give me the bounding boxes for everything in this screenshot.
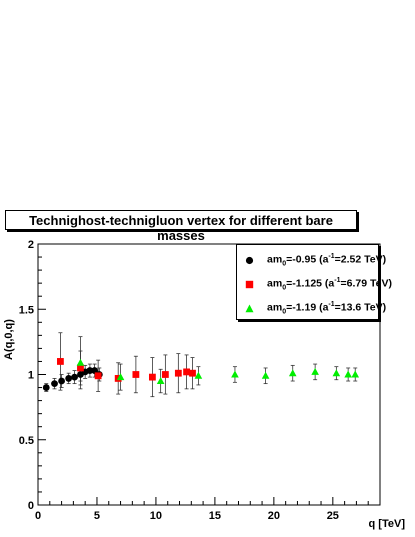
- data-point-series-3: [261, 371, 270, 379]
- square-marker-icon: [245, 280, 254, 289]
- data-point-series-3: [156, 377, 165, 385]
- data-point-series-3: [76, 358, 85, 366]
- data-point-series-3: [344, 370, 352, 378]
- data-points: [42, 358, 360, 391]
- triangle-marker-icon: [245, 304, 254, 313]
- x-tick-label: 5: [94, 510, 100, 522]
- data-point-series-1: [51, 380, 58, 388]
- x-tick-label: 10: [150, 510, 162, 522]
- data-point-series-2: [77, 364, 84, 372]
- data-point-series-2: [189, 369, 196, 377]
- y-tick-label: 0: [28, 500, 34, 512]
- data-point-series-3: [351, 370, 360, 378]
- data-point-series-2: [183, 368, 190, 376]
- legend: am0=-0.95 (a-1=2.52 TeV) am0=-1.125 (a-1…: [236, 244, 392, 320]
- legend-label-series-3: am0=-1.19 (a-1=13.6 TeV): [267, 301, 387, 316]
- data-point-series-2: [57, 358, 64, 365]
- y-tick-label: 1.5: [19, 304, 34, 316]
- data-point-series-2: [132, 371, 140, 378]
- x-tick-label: 25: [327, 510, 339, 522]
- data-point-series-2: [174, 369, 182, 377]
- data-point-series-1: [65, 375, 73, 382]
- y-axis-label: A(q,0,q): [3, 319, 15, 360]
- y-tick-label: 2: [28, 239, 34, 251]
- data-point-series-3: [231, 370, 239, 378]
- legend-entry-series-1: am0=-0.95 (a-1=2.52 TeV): [237, 251, 386, 269]
- legend-entry-series-2: am0=-1.125 (a-1=6.79 TeV): [237, 275, 392, 293]
- data-point-series-1: [71, 373, 78, 381]
- x-tick-label: 15: [209, 510, 221, 522]
- data-point-series-3: [116, 373, 125, 381]
- data-point-series-1: [42, 384, 50, 391]
- legend-label-series-1: am0=-0.95 (a-1=2.52 TeV): [267, 253, 387, 268]
- error-bars: [44, 332, 358, 398]
- x-axis-label: q [TeV]: [368, 518, 405, 530]
- chart-title: Technighost-technigluon vertex for diffe…: [29, 213, 333, 243]
- x-tick-label: 20: [268, 510, 280, 522]
- data-point-series-1: [86, 367, 94, 374]
- chart-title-box: Technighost-technigluon vertex for diffe…: [5, 210, 357, 243]
- data-point-series-1: [91, 367, 99, 374]
- tick-labels: 0 5 10 15 20 25 0 0.5 1 1.5 2: [19, 239, 339, 522]
- data-point-series-3: [194, 371, 203, 379]
- data-point-series-2: [94, 372, 102, 380]
- y-tick-label: 0.5: [19, 435, 34, 447]
- data-point-series-3: [311, 367, 319, 375]
- y-tick-label: 1: [28, 370, 34, 382]
- plot-axes: [37, 243, 381, 506]
- data-point-series-1: [58, 377, 65, 385]
- data-point-series-2: [161, 371, 169, 378]
- x-tick-label: 0: [35, 510, 41, 522]
- data-point-series-2: [148, 373, 156, 381]
- data-point-series-3: [288, 369, 297, 377]
- circle-marker-icon: [245, 256, 254, 265]
- data-point-series-3: [332, 369, 341, 377]
- y-axis-label-box: A(q,0,q): [3, 290, 17, 370]
- legend-entry-series-3: am0=-1.19 (a-1=13.6 TeV): [237, 299, 386, 317]
- legend-label-series-2: am0=-1.125 (a-1=6.79 TeV): [267, 277, 392, 292]
